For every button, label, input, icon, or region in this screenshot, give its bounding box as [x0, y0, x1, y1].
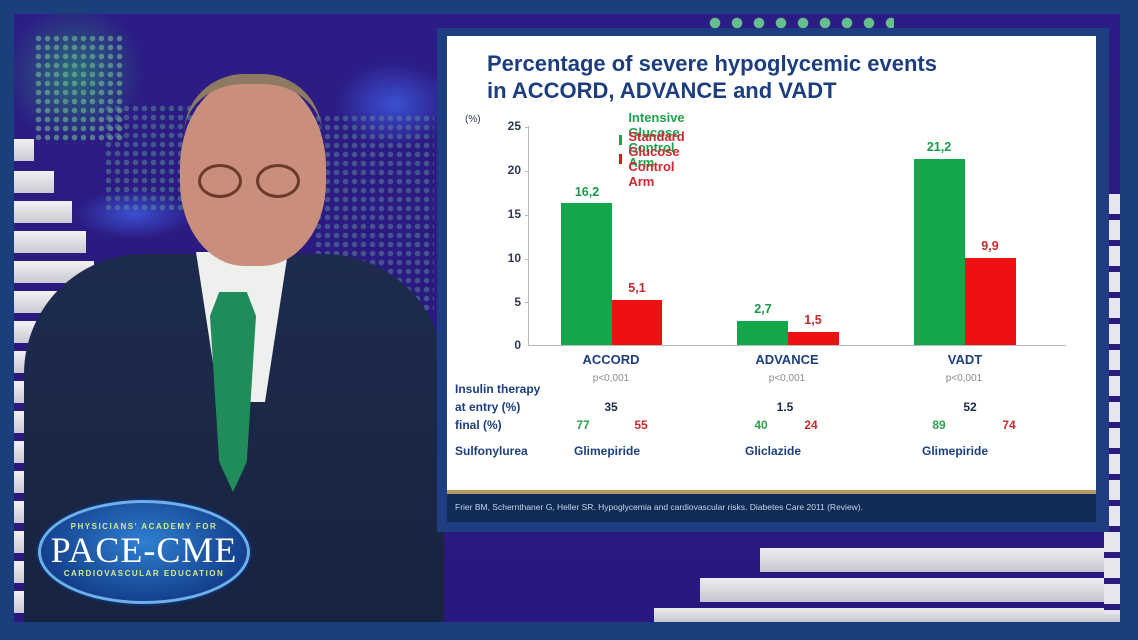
citation-text: Frier BM, Schernthaner G, Heller SR. Hyp… — [455, 502, 863, 512]
y-tick-25: 25 — [507, 119, 521, 133]
logo-main-text: PACE-CME — [50, 530, 238, 570]
y-axis — [528, 126, 529, 346]
at-entry-accord: 35 — [604, 400, 618, 414]
row-label-insulin-2: at entry (%) — [455, 400, 521, 414]
dot-pattern-top-right — [704, 16, 894, 30]
row-label-insulin-1: Insulin therapy — [455, 382, 541, 396]
sulfonylurea-advance: Gliclazide — [744, 444, 802, 458]
final-standard-advance: 24 — [804, 418, 818, 432]
presenter-hair — [184, 74, 322, 134]
row-label-sulfonylurea: Sulfonylurea — [455, 444, 528, 458]
logo-bottom-text: CARDIOVASCULAR EDUCATION — [63, 569, 225, 578]
x-axis — [528, 345, 1066, 346]
y-tick-20: 20 — [507, 163, 521, 177]
bar-advance-standard — [788, 332, 839, 345]
category-accord: ACCORD — [582, 352, 640, 367]
final-intensive-vadt: 89 — [932, 418, 946, 432]
bar-label-accord-intensive: 16,2 — [574, 185, 600, 199]
sulfonylurea-vadt: Glimepiride — [921, 444, 989, 458]
category-advance: ADVANCE — [755, 352, 819, 367]
y-tick-15: 15 — [507, 207, 521, 221]
y-axis-unit: (%) — [465, 114, 481, 125]
chart-legend: Intensive Glucose Control Arm Standard G… — [619, 110, 691, 189]
bar-vadt-intensive — [914, 159, 965, 345]
slide-bottom-accent — [447, 490, 1096, 494]
p-value-vadt: p<0,001 — [945, 373, 983, 384]
glasses-icon — [256, 164, 300, 198]
bar-accord-intensive — [561, 203, 612, 345]
glasses-icon — [198, 164, 242, 198]
bar-label-vadt-standard: 9,9 — [981, 239, 999, 253]
slide-title-line-2: in ACCORD, ADVANCE and VADT — [487, 78, 837, 103]
at-entry-vadt: 52 — [963, 400, 977, 414]
bar-advance-intensive — [737, 321, 788, 345]
final-intensive-accord: 77 — [576, 418, 590, 432]
y-tick-10: 10 — [507, 251, 521, 265]
category-vadt: VADT — [947, 352, 983, 367]
bar-label-vadt-intensive: 21,2 — [926, 140, 952, 154]
stripes-bottom — [654, 534, 1120, 622]
slide-title-line-1: Percentage of severe hypoglycemic events — [487, 51, 937, 76]
bar-label-advance-intensive: 2,7 — [754, 302, 772, 316]
p-value-accord: p<0,001 — [592, 373, 630, 384]
p-value-advance: p<0,001 — [768, 373, 806, 384]
sulfonylurea-accord: Glimepiride — [573, 444, 641, 458]
bar-label-accord-standard: 5,1 — [628, 281, 646, 295]
row-label-final: final (%) — [455, 418, 502, 432]
bar-vadt-standard — [965, 258, 1016, 345]
pace-cme-logo: PHYSICIANS' ACADEMY FOR PACE-CME CARDIOV… — [38, 500, 250, 604]
bar-accord-standard — [612, 300, 662, 345]
y-tick-0: 0 — [514, 338, 521, 352]
y-tick-5: 5 — [514, 295, 521, 309]
slide: Percentage of severe hypoglycemic events… — [447, 36, 1096, 492]
final-standard-accord: 55 — [634, 418, 648, 432]
legend-swatch-red — [619, 153, 623, 164]
legend-item-standard: Standard Glucose Control Arm — [619, 129, 691, 189]
legend-swatch-green — [619, 134, 623, 145]
citation-bar: Frier BM, Schernthaner G, Heller SR. Hyp… — [447, 494, 1096, 522]
final-intensive-advance: 40 — [754, 418, 768, 432]
bar-label-advance-standard: 1,5 — [804, 313, 822, 327]
slide-title: Percentage of severe hypoglycemic events… — [487, 50, 937, 104]
legend-item-intensive: Intensive Glucose Control Arm — [619, 110, 691, 170]
at-entry-advance: 1.5 — [776, 400, 794, 414]
logo-top-text: PHYSICIANS' ACADEMY FOR — [70, 522, 218, 531]
final-standard-vadt: 74 — [1002, 418, 1016, 432]
